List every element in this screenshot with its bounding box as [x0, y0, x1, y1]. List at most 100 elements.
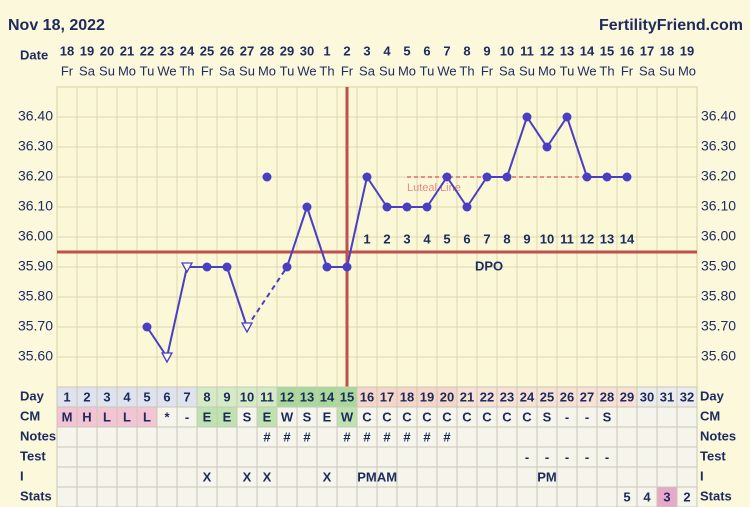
table-cell [196, 486, 218, 507]
table-cell [176, 426, 198, 448]
y-tick-label-right: 36.10 [701, 198, 736, 214]
table-cell [636, 406, 658, 428]
temp-point [222, 262, 232, 272]
row-label-right: Test [700, 448, 726, 463]
table-cell [516, 426, 538, 448]
table-cell [56, 486, 78, 507]
weekday: Fr [481, 63, 494, 78]
table-cell [296, 466, 318, 488]
table-cell [376, 486, 398, 507]
cm-cell: H [82, 409, 91, 424]
temp-point [562, 112, 572, 122]
intercourse-cell: PM [537, 469, 557, 484]
dpo-number: 5 [443, 231, 450, 246]
temp-point [482, 172, 492, 182]
temp-segment [346, 176, 368, 268]
row-label-right: Day [700, 388, 725, 403]
day-cell: 24 [520, 389, 535, 404]
table-cell [576, 466, 598, 488]
test-cell: - [585, 449, 589, 464]
table-cell [276, 446, 298, 468]
y-tick-label: 35.60 [18, 348, 53, 364]
day-cell: 32 [680, 389, 694, 404]
table-cell [336, 446, 358, 468]
table-cell [236, 446, 258, 468]
dpo-number: 6 [463, 231, 470, 246]
table-cell [136, 426, 158, 448]
cm-cell: E [203, 409, 212, 424]
table-cell [596, 466, 618, 488]
table-cell [76, 466, 98, 488]
table-cell [496, 466, 518, 488]
table-cell [336, 486, 358, 507]
table-cell [316, 446, 338, 468]
y-tick-label-right: 36.20 [701, 168, 736, 184]
cm-cell: C [502, 409, 512, 424]
intercourse-cell: AM [377, 469, 397, 484]
date: 30 [300, 43, 314, 58]
table-cell [296, 446, 318, 468]
temp-segment [446, 176, 468, 208]
notes-cell: # [403, 429, 411, 444]
cm-cell: - [185, 409, 189, 424]
date: 6 [423, 43, 430, 58]
dpo-number: 14 [620, 231, 635, 246]
table-cell [296, 486, 318, 507]
intercourse-cell: PM [357, 469, 377, 484]
table-cell [116, 486, 138, 507]
dpo-number: 12 [580, 231, 594, 246]
table-cell [556, 486, 578, 507]
day-cell: 5 [143, 389, 150, 404]
table-cell [456, 426, 478, 448]
row-label-right: Stats [700, 488, 732, 503]
dpo-number: 3 [403, 231, 410, 246]
chart-date: Nov 18, 2022 [8, 17, 105, 34]
y-tick-label: 36.30 [18, 138, 53, 154]
y-tick-label: 36.40 [18, 108, 53, 124]
table-cell [76, 446, 98, 468]
weekday: Su [239, 63, 255, 78]
weekday: Fr [621, 63, 634, 78]
table-cell [136, 466, 158, 488]
table-cell [636, 466, 658, 488]
date: 28 [260, 43, 274, 58]
table-cell [156, 466, 178, 488]
temp-point [202, 262, 212, 272]
temp-point [362, 172, 372, 182]
cm-cell: S [543, 409, 552, 424]
table-cell [176, 466, 198, 488]
cm-cell: L [143, 409, 151, 424]
temp-point [322, 262, 332, 272]
dpo-label: DPO [475, 258, 503, 273]
date: 22 [140, 43, 154, 58]
table-cell [676, 446, 698, 468]
cm-cell: S [243, 409, 252, 424]
table-cell [436, 446, 458, 468]
dpo-number: 13 [600, 231, 614, 246]
day-cell: 22 [480, 389, 494, 404]
day-cell: 19 [420, 389, 434, 404]
day-cell: 1 [63, 389, 70, 404]
y-tick-label-right: 35.80 [701, 288, 736, 304]
weekday: We [577, 63, 596, 78]
day-cell: 18 [400, 389, 414, 404]
table-cell [476, 446, 498, 468]
table-cell [496, 446, 518, 468]
table-cell [96, 466, 118, 488]
date: 15 [600, 43, 614, 58]
row-label-right: CM [700, 408, 720, 423]
date: 1 [323, 43, 330, 58]
weekday: Th [599, 63, 614, 78]
table-cell [96, 446, 118, 468]
table-cell [216, 466, 238, 488]
day-cell: 13 [300, 389, 314, 404]
date: 25 [200, 43, 214, 58]
weekday: Th [459, 63, 474, 78]
y-tick-label: 36.00 [18, 228, 53, 244]
cm-cell: C [522, 409, 532, 424]
temp-point [382, 202, 392, 212]
day-cell: 29 [620, 389, 634, 404]
cm-cell: C [362, 409, 372, 424]
temp-point [602, 172, 612, 182]
table-cell [76, 426, 98, 448]
